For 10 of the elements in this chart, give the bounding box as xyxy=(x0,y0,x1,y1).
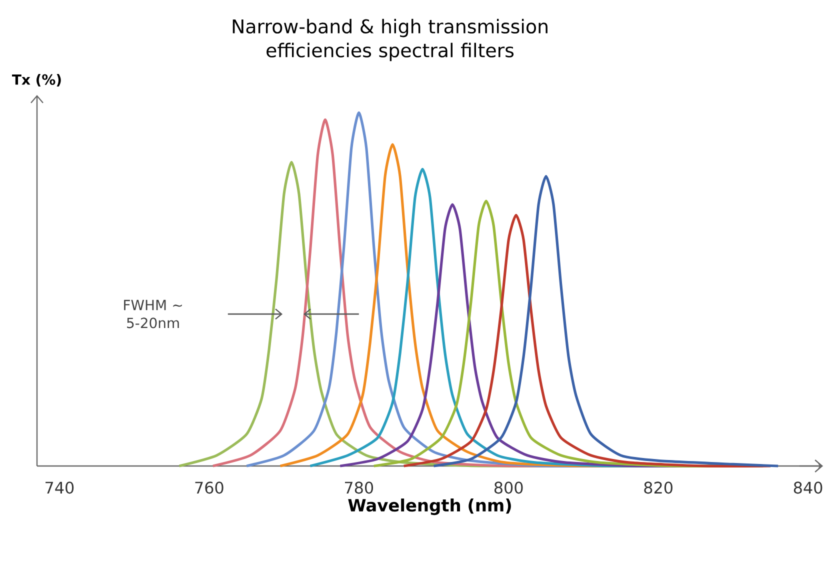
x-tick-label: 820 xyxy=(644,482,672,494)
annotation: FWHM ~ 5-20nm xyxy=(124,300,182,328)
x-tick-label: 780 xyxy=(344,482,374,494)
x-tick-label: 760 xyxy=(195,482,224,494)
x-tick-label: 740 xyxy=(46,482,74,494)
y-axis-title: Tx (%) xyxy=(12,74,61,86)
chart-title: Narrow-band & high transmission efficiencies spectral filters xyxy=(232,18,548,62)
x-axis-title: Wavelength (nm) xyxy=(348,498,511,516)
x-tick-label: 800 xyxy=(494,482,523,494)
x-tick-label: 840 xyxy=(794,482,822,494)
